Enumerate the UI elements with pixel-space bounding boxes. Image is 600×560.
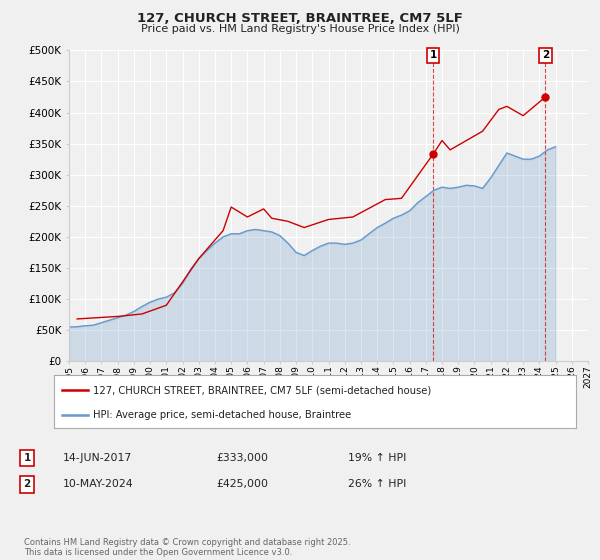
Text: £425,000: £425,000 [216, 479, 268, 489]
Text: 2: 2 [23, 479, 31, 489]
Text: 1: 1 [23, 453, 31, 463]
Text: 26% ↑ HPI: 26% ↑ HPI [348, 479, 406, 489]
Text: 1: 1 [430, 50, 437, 60]
Text: Contains HM Land Registry data © Crown copyright and database right 2025.
This d: Contains HM Land Registry data © Crown c… [24, 538, 350, 557]
Text: 127, CHURCH STREET, BRAINTREE, CM7 5LF: 127, CHURCH STREET, BRAINTREE, CM7 5LF [137, 12, 463, 25]
Text: 2: 2 [542, 50, 549, 60]
Text: Price paid vs. HM Land Registry's House Price Index (HPI): Price paid vs. HM Land Registry's House … [140, 24, 460, 34]
Text: 19% ↑ HPI: 19% ↑ HPI [348, 453, 406, 463]
Text: 14-JUN-2017: 14-JUN-2017 [63, 453, 132, 463]
Text: £333,000: £333,000 [216, 453, 268, 463]
Text: HPI: Average price, semi-detached house, Braintree: HPI: Average price, semi-detached house,… [93, 410, 352, 420]
Text: 10-MAY-2024: 10-MAY-2024 [63, 479, 134, 489]
Text: 127, CHURCH STREET, BRAINTREE, CM7 5LF (semi-detached house): 127, CHURCH STREET, BRAINTREE, CM7 5LF (… [93, 385, 431, 395]
